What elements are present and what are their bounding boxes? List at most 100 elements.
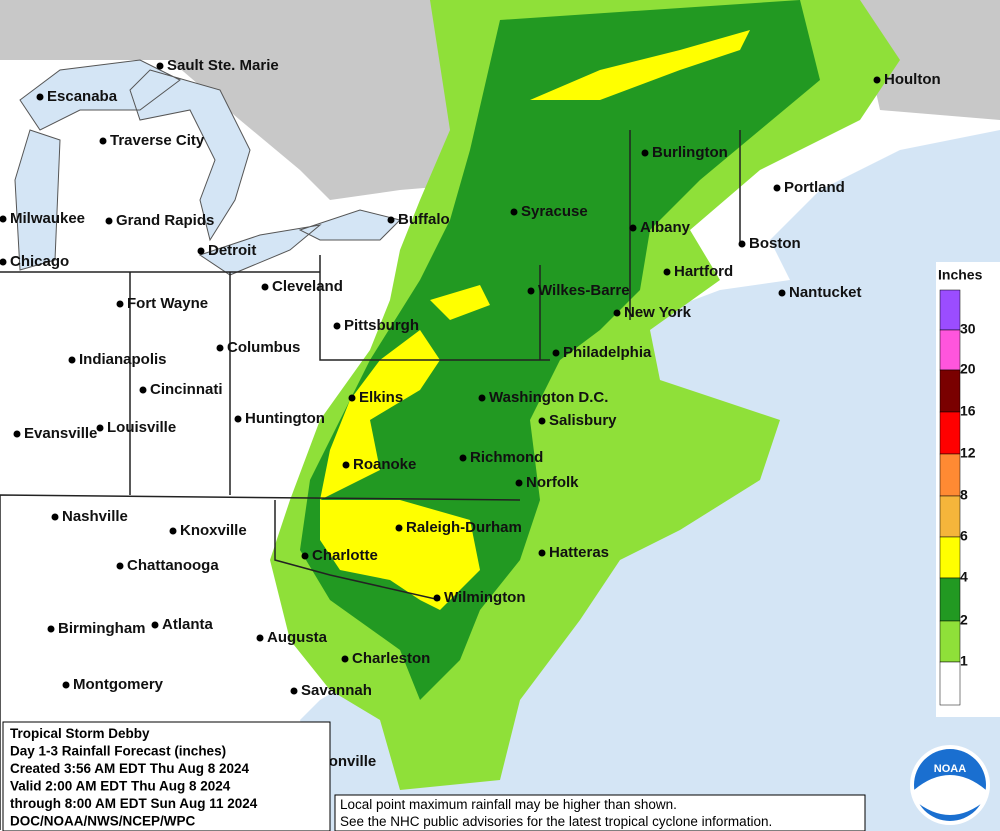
- noaa-logo: NOAA: [910, 745, 990, 825]
- city-dot: [348, 394, 356, 402]
- info-box: [2, 721, 331, 831]
- city-dot: [47, 625, 55, 633]
- city-dot: [738, 240, 746, 248]
- city-dot: [778, 289, 786, 297]
- city-label: Atlanta: [162, 616, 213, 633]
- disclaimer-box: [334, 794, 866, 831]
- city-label: Nantucket: [789, 284, 862, 301]
- city-label: Grand Rapids: [116, 212, 214, 229]
- city-dot: [99, 137, 107, 145]
- city-label: Montgomery: [73, 676, 164, 693]
- city-dot: [873, 76, 881, 84]
- city-dot: [139, 386, 147, 394]
- legend-label: 1: [960, 653, 968, 669]
- legend-label: 2: [960, 612, 968, 628]
- city-label: Louisville: [107, 419, 176, 436]
- info-line: Tropical Storm Debby: [10, 726, 150, 741]
- city-dot: [96, 424, 104, 432]
- legend-label: 8: [960, 487, 968, 503]
- legend-label: 20: [960, 361, 976, 377]
- city-dot: [36, 93, 44, 101]
- city-label: Burlington: [652, 144, 728, 161]
- city-label: Richmond: [470, 449, 543, 466]
- city-label: Birmingham: [58, 620, 146, 637]
- city-dot: [342, 461, 350, 469]
- logo-text: NOAA: [934, 763, 966, 775]
- city-dot: [51, 513, 59, 521]
- legend-swatch: [939, 495, 961, 538]
- city-dot: [290, 687, 298, 695]
- city-label: Buffalo: [398, 211, 450, 228]
- city-label: Syracuse: [521, 203, 588, 220]
- city-label: Salisbury: [549, 412, 617, 429]
- city-label: Norfolk: [526, 474, 579, 491]
- city-label: Wilkes-Barre: [538, 282, 630, 299]
- city-label: Boston: [749, 235, 801, 252]
- city-label: Indianapolis: [79, 351, 167, 368]
- city-label: Charlotte: [312, 547, 378, 564]
- city-label: Columbus: [227, 339, 300, 356]
- city-dot: [527, 287, 535, 295]
- city-label: Pittsburgh: [344, 317, 419, 334]
- city-label: Fort Wayne: [127, 295, 208, 312]
- city-label: Albany: [640, 219, 691, 236]
- city-dot: [333, 322, 341, 330]
- city-dot: [0, 258, 7, 266]
- city-dot: [0, 215, 7, 223]
- city-dot: [613, 309, 621, 317]
- city-label: Hatteras: [549, 544, 609, 561]
- city-dot: [197, 247, 205, 255]
- city-dot: [341, 655, 349, 663]
- city-dot: [773, 184, 781, 192]
- city-dot: [62, 681, 70, 689]
- legend: Inches 30 20 16 12 8 6 4 2 1: [936, 262, 1000, 717]
- city-label: Cleveland: [272, 278, 343, 295]
- legend-swatch: [939, 536, 961, 579]
- city-dot: [68, 356, 76, 364]
- city-dot: [510, 208, 518, 216]
- city-label: Nashville: [62, 508, 128, 525]
- city-dot: [538, 417, 546, 425]
- city-label: Raleigh-Durham: [406, 519, 522, 536]
- city-label: Charleston: [352, 650, 430, 667]
- city-dot: [105, 217, 113, 225]
- city-dot: [261, 283, 269, 291]
- legend-label: 4: [960, 569, 968, 585]
- city-label: Wilmington: [444, 589, 526, 606]
- city-dot: [301, 552, 309, 560]
- city-label: Houlton: [884, 71, 941, 88]
- city-dot: [151, 621, 159, 629]
- city-dot: [13, 430, 21, 438]
- city-dot: [478, 394, 486, 402]
- disclaimer-line: Local point maximum rainfall may be high…: [340, 797, 677, 812]
- legend-swatch: [939, 411, 961, 455]
- city-label: Escanaba: [47, 88, 118, 105]
- city-label: Traverse City: [110, 132, 205, 149]
- city-label: Detroit: [208, 242, 256, 259]
- legend-swatch: [939, 329, 961, 371]
- city-dot: [216, 344, 224, 352]
- city-label: Huntington: [245, 410, 325, 427]
- info-line: Day 1-3 Rainfall Forecast (inches): [10, 744, 226, 759]
- city-label: Washington D.C.: [489, 389, 608, 406]
- city-dot: [395, 524, 403, 532]
- city-dot: [459, 454, 467, 462]
- city-dot: [552, 349, 560, 357]
- legend-swatch: [939, 577, 961, 622]
- legend-swatch: [939, 453, 961, 497]
- info-line: through 8:00 AM EDT Sun Aug 11 2024: [10, 796, 258, 811]
- legend-swatch: [939, 289, 961, 331]
- city-label: Chattanooga: [127, 557, 219, 574]
- logo-bird: [914, 775, 986, 815]
- city-dot: [515, 479, 523, 487]
- city-label: Augusta: [267, 629, 328, 646]
- city-dot: [663, 268, 671, 276]
- great-lakes: [14, 59, 401, 276]
- city-dot: [116, 300, 124, 308]
- city-label: New York: [624, 304, 692, 321]
- disclaimer-text: Local point maximum rainfall may be high…: [340, 797, 772, 829]
- info-line: Valid 2:00 AM EDT Thu Aug 8 2024: [10, 779, 231, 794]
- city-label: Evansville: [24, 425, 97, 442]
